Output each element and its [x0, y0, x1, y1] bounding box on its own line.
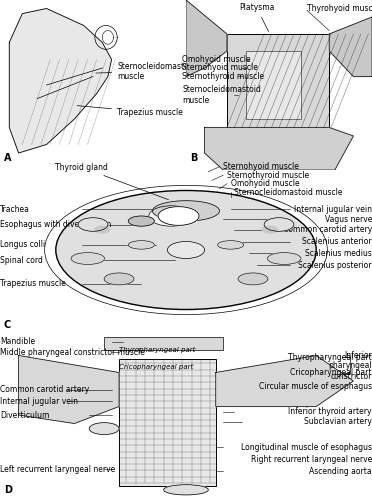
Text: Sternocleidomastoid muscle: Sternocleidomastoid muscle: [234, 188, 343, 196]
Text: Spinal cord: Spinal cord: [0, 256, 43, 264]
Text: Common carotid artery: Common carotid artery: [0, 385, 89, 394]
Ellipse shape: [71, 252, 105, 264]
Text: Trachea: Trachea: [0, 204, 30, 214]
Text: Trapezius muscle: Trapezius muscle: [77, 106, 183, 117]
Ellipse shape: [153, 200, 219, 221]
Text: Sternocleidomastoid
muscle: Sternocleidomastoid muscle: [182, 86, 261, 105]
Text: Omohyoid muscle: Omohyoid muscle: [231, 179, 299, 188]
Text: A: A: [4, 153, 11, 163]
Polygon shape: [186, 0, 227, 76]
Text: Thyropharyngeal part: Thyropharyngeal part: [119, 348, 195, 354]
Circle shape: [56, 190, 316, 310]
Text: Sternothyroid muscle: Sternothyroid muscle: [182, 72, 264, 81]
Circle shape: [149, 206, 193, 226]
Text: C: C: [4, 320, 11, 330]
Ellipse shape: [104, 273, 134, 285]
Text: D: D: [4, 485, 12, 495]
Text: Mandible: Mandible: [0, 338, 35, 346]
Text: Subclavian artery: Subclavian artery: [304, 418, 372, 426]
Polygon shape: [9, 8, 112, 153]
Text: Diverticulum: Diverticulum: [0, 410, 49, 420]
Ellipse shape: [128, 216, 154, 226]
Text: Scalenius medius: Scalenius medius: [305, 249, 372, 258]
Circle shape: [95, 226, 110, 233]
Polygon shape: [205, 128, 353, 170]
Ellipse shape: [238, 273, 268, 285]
Text: Internal jugular vein: Internal jugular vein: [0, 397, 78, 406]
Text: Cricopharyngeal part: Cricopharyngeal part: [291, 368, 372, 377]
Text: Common carotid artery: Common carotid artery: [283, 225, 372, 234]
Text: B: B: [190, 153, 197, 163]
Text: Thyropharyngeal part: Thyropharyngeal part: [288, 352, 372, 362]
Text: Sternocleidomastoid
muscle: Sternocleidomastoid muscle: [96, 62, 196, 81]
Circle shape: [262, 226, 277, 233]
Text: Cricopharyngeal part: Cricopharyngeal part: [119, 364, 193, 370]
Polygon shape: [216, 356, 353, 406]
Text: Vagus nerve: Vagus nerve: [325, 215, 372, 224]
Text: Inferior thyroid artery: Inferior thyroid artery: [289, 407, 372, 416]
Text: Inferior
pharyngeal
constrictor: Inferior pharyngeal constrictor: [328, 351, 372, 380]
FancyBboxPatch shape: [119, 359, 216, 486]
Text: Left recurrent laryngeal nerve: Left recurrent laryngeal nerve: [0, 465, 115, 474]
Text: Sternohyoid muscle: Sternohyoid muscle: [223, 162, 299, 171]
Text: Sternohyoid muscle: Sternohyoid muscle: [182, 64, 258, 72]
Text: Trapezius muscle: Trapezius muscle: [0, 280, 66, 288]
Polygon shape: [19, 356, 119, 424]
Polygon shape: [329, 17, 372, 76]
Text: Scalenius anterior: Scalenius anterior: [302, 237, 372, 246]
Text: Esophagus with diverticulum: Esophagus with diverticulum: [0, 220, 111, 229]
Ellipse shape: [218, 240, 244, 249]
Text: Ascending aorta: Ascending aorta: [310, 466, 372, 475]
Ellipse shape: [89, 422, 119, 434]
Text: Thyrohyoid muscle: Thyrohyoid muscle: [307, 4, 372, 13]
Text: Omohyoid muscle: Omohyoid muscle: [182, 55, 251, 64]
Text: Longitudinal muscle of esophagus: Longitudinal muscle of esophagus: [241, 443, 372, 452]
Text: Middle pharyngeal constrictor muscle: Middle pharyngeal constrictor muscle: [0, 348, 145, 356]
FancyBboxPatch shape: [227, 34, 329, 128]
Text: Thyroid gland: Thyroid gland: [55, 163, 169, 200]
Ellipse shape: [128, 240, 154, 249]
Text: Longus colli: Longus colli: [0, 240, 45, 250]
Text: Internal jugular vein: Internal jugular vein: [294, 204, 372, 214]
Text: Right recurrent laryngeal nerve: Right recurrent laryngeal nerve: [251, 454, 372, 464]
FancyBboxPatch shape: [104, 337, 223, 350]
Ellipse shape: [267, 252, 301, 264]
Circle shape: [264, 218, 294, 232]
FancyBboxPatch shape: [246, 51, 301, 119]
Text: Platysma: Platysma: [239, 3, 275, 32]
Text: Scalenius posterior: Scalenius posterior: [298, 261, 372, 270]
Text: Circular muscle of esophagus: Circular muscle of esophagus: [259, 382, 372, 390]
Ellipse shape: [167, 242, 205, 258]
Ellipse shape: [164, 484, 208, 495]
Circle shape: [158, 206, 199, 226]
Text: Sternothyroid muscle: Sternothyroid muscle: [227, 170, 309, 179]
Circle shape: [78, 218, 108, 232]
